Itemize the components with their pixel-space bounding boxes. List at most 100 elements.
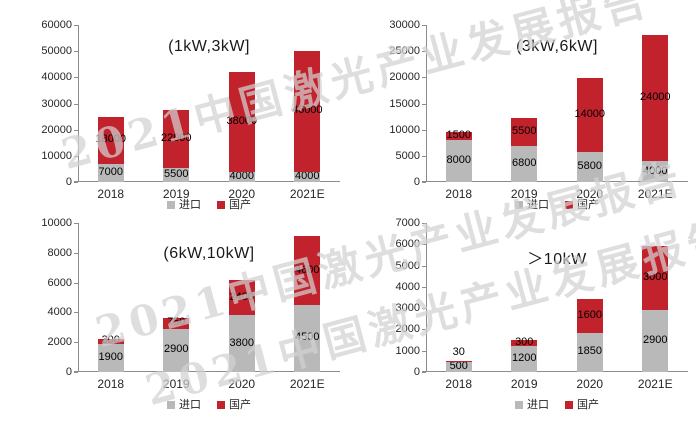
bar-segment-import (294, 304, 321, 372)
legend-item-domestic: 国产 (217, 399, 251, 411)
y-tick-label: 50000 (41, 45, 72, 58)
y-tick-mark (422, 350, 426, 352)
plot-area: 0 1000 2000 3000 4000 5000 6000 7000 500 30 2018 12… (396, 217, 688, 391)
bar-segment-import (511, 346, 538, 372)
bar-segment-import (97, 343, 124, 372)
bar-segment-domestic (97, 116, 124, 164)
x-category-label: 2020 (228, 187, 256, 201)
bar-segment-import (163, 328, 190, 372)
bar-segment-domestic (163, 110, 190, 168)
legend-label: 国产 (577, 199, 599, 211)
x-category-label: 2021E (289, 187, 325, 201)
y-tick-label: 20000 (389, 71, 420, 84)
y-tick-label: 6000 (395, 238, 420, 251)
bar-segment-import (294, 171, 321, 182)
y-tick-label: 10000 (41, 217, 72, 229)
bar-segment-domestic (228, 72, 255, 172)
legend-swatch-import (167, 201, 175, 209)
data-label-domestic: 4600 (295, 263, 320, 276)
legend-item-import: 进口 (515, 399, 549, 411)
chart-title: ＞10kW (527, 251, 587, 268)
y-tick-label: 4000 (395, 280, 420, 293)
x-category-label: 2019 (162, 377, 190, 391)
data-label-import: 4000 (295, 169, 320, 182)
plot-area: 0 5000 10000 15000 20000 25000 30000 8000 1500 20… (389, 19, 688, 201)
y-tick-label: 60000 (41, 19, 72, 31)
y-tick-label: 3000 (395, 302, 420, 315)
chart-title: (6kW,10kW] (163, 245, 255, 262)
data-label-domestic: 1500 (446, 129, 471, 142)
legend-swatch-import (515, 401, 523, 409)
bar-segment-domestic (642, 246, 669, 311)
y-tick-mark (74, 51, 78, 53)
y-tick-label: 20000 (41, 123, 72, 136)
data-label-import: 5500 (164, 167, 189, 180)
y-tick-label: 0 (413, 366, 420, 378)
legend-item-import: 进口 (167, 399, 201, 411)
y-tick-mark (74, 312, 78, 314)
bar-segment-import (228, 315, 255, 372)
x-category-label: 2018 (445, 377, 473, 391)
bar-segment-import (97, 163, 124, 182)
bar-segment-domestic (294, 51, 321, 172)
y-tick-mark (422, 51, 426, 53)
bar-segment-domestic (294, 236, 321, 305)
y-tick-mark (74, 282, 78, 284)
y-tick-mark (422, 25, 426, 26)
bar-segment-domestic (511, 340, 538, 347)
y-tick-mark (422, 223, 426, 224)
x-category-label: 2018 (445, 187, 473, 201)
x-category-label: 2020 (576, 187, 604, 201)
y-tick-label: 2000 (395, 323, 420, 336)
y-tick-mark (422, 182, 426, 183)
y-tick-label: 10000 (41, 149, 72, 162)
y-tick-mark (422, 265, 426, 267)
data-label-domestic: 46000 (291, 104, 323, 117)
legend-swatch-import (167, 401, 175, 409)
y-tick-mark (422, 372, 426, 373)
bar-segment-import (576, 151, 603, 182)
y-tick-label: 25000 (389, 45, 420, 58)
y-tick-mark (422, 103, 426, 105)
data-label-import: 4000 (643, 164, 668, 177)
x-category-label: 2021E (289, 377, 325, 391)
x-category-label: 2021E (637, 187, 673, 201)
y-axis-line (78, 25, 79, 182)
legend-swatch-domestic (565, 401, 573, 409)
x-category-label: 2020 (228, 377, 256, 391)
plot-area: 0 10000 20000 30000 40000 50000 60000 7000 18000… (41, 19, 340, 201)
x-axis-line (74, 371, 340, 372)
y-tick-label: 1000 (395, 344, 420, 357)
legend-swatch-domestic (217, 201, 225, 209)
y-axis-line (78, 223, 79, 372)
y-tick-mark (74, 25, 78, 26)
data-label-import: 3800 (229, 336, 254, 349)
y-tick-mark (422, 129, 426, 131)
data-label-import: 500 (449, 359, 468, 372)
chart-legend: 进口 国产 (78, 399, 340, 411)
data-label-domestic: 300 (101, 334, 120, 347)
x-axis-line (74, 181, 340, 182)
legend-item-domestic: 国产 (565, 399, 599, 411)
y-tick-mark (74, 223, 78, 224)
chart-panel-1kw-3kw: (1kW,3kW] 0 10000 20000 30000 40000 50000 6000… (0, 0, 348, 215)
data-label-import: 4000 (229, 169, 254, 182)
y-tick-label: 5000 (395, 149, 420, 162)
data-label-domestic: 300 (515, 336, 534, 349)
data-label-domestic: 18000 (95, 133, 127, 146)
y-tick-mark (74, 182, 78, 183)
x-category-label: 2020 (576, 377, 604, 391)
bar-segment-domestic (97, 339, 124, 344)
bar-segment-domestic (576, 78, 603, 152)
y-axis-line (426, 25, 427, 182)
x-category-label: 2021E (637, 377, 673, 391)
bar-segment-domestic (445, 360, 472, 362)
plot-area: 0 2000 4000 6000 8000 10000 1900 300 2018 2900 750… (41, 217, 340, 391)
data-label-domestic: 24000 (639, 91, 671, 104)
x-category-label: 2018 (97, 377, 125, 391)
data-label-domestic: 38000 (226, 114, 258, 127)
y-tick-mark (422, 329, 426, 331)
legend-label: 国产 (229, 199, 251, 211)
